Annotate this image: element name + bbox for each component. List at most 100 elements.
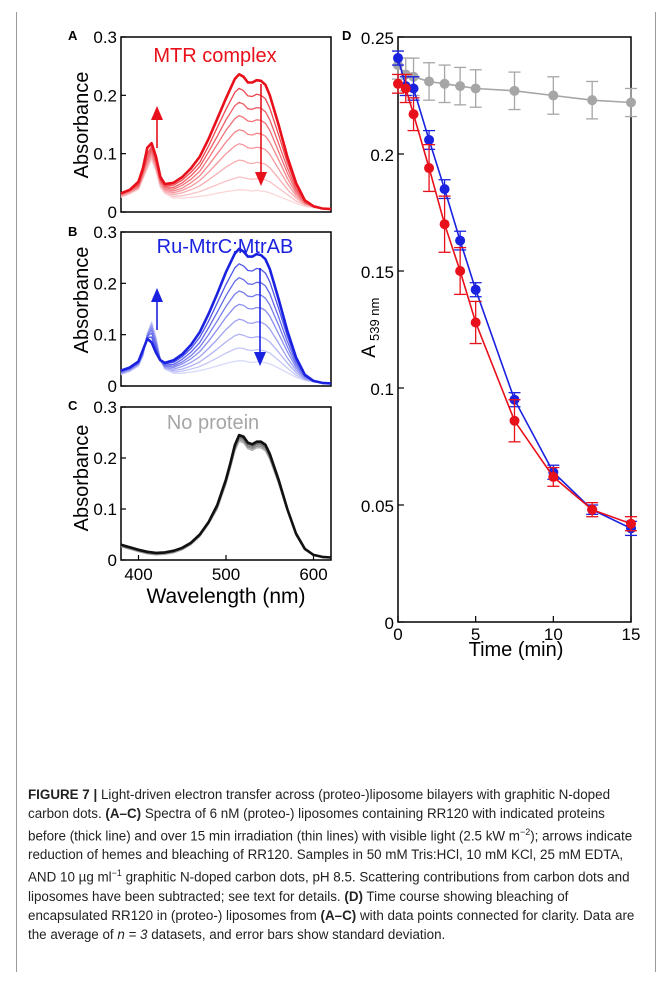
panel-c-title: No protein [167, 412, 259, 434]
panel-b-ytick-label: 0 [108, 377, 117, 396]
panel-a-ytick-label: 0 [108, 203, 117, 222]
panel-d-xlabel: Time (min) [469, 639, 564, 661]
panel-c-ylabel: Absorbance [71, 425, 93, 532]
panel-b-ytick-label: 0.1 [93, 326, 117, 345]
panel-d-data-point [439, 219, 450, 230]
panel-d-data-point [470, 284, 481, 295]
panel-b-spectrum-line [120, 277, 332, 385]
caption-ref-ac-2: (A–C) [320, 907, 357, 923]
panel-d-data-point [470, 83, 481, 94]
panel-a-spectrum-line [120, 101, 332, 210]
panel-a-axes-frame [120, 36, 332, 213]
panel-b-letter: B [68, 224, 77, 239]
panel-d-xtick-label: 5 [471, 625, 480, 644]
panel-a-spectrum-line [120, 129, 332, 210]
panel-d-data-point [439, 78, 450, 89]
panel-b-title: Ru-MtrC:MtrAB [157, 236, 294, 258]
panel-d-ylabel-main: A [359, 345, 380, 358]
panel-c-xtick-label: 400 [124, 565, 152, 584]
panel-d-data-point [626, 97, 636, 108]
panel-d-data-point [408, 83, 419, 94]
caption-superscript-1: −2 [519, 827, 531, 837]
caption-text-1: Spectra of 6 nM (proteo-) liposomes cont… [28, 806, 605, 844]
caption-n-equals: n = 3 [117, 926, 148, 942]
panel-d-data-point [424, 76, 435, 87]
panel-d-ytick-label: 0 [385, 614, 394, 633]
panel-c: C No protein Absorbance 0.3 0.2 0.1 0 400 50… [68, 398, 332, 608]
panel-d-ytick-label: 0.2 [370, 146, 394, 165]
panel-a-title: MTR complex [153, 45, 276, 67]
panel-d-data-point [424, 163, 435, 174]
panel-a-up-arrow [151, 106, 163, 148]
panel-a-letter: A [68, 28, 78, 43]
panel-c-spectrum-line [120, 433, 332, 559]
panel-a-down-arrow [255, 84, 267, 186]
panel-d-ytick-label: 0.05 [361, 497, 394, 516]
panel-d-data-point [393, 53, 403, 64]
panel-b-ytick-label: 0.3 [93, 223, 117, 242]
panel-a-spectrum-line [120, 155, 332, 210]
panel-a-spectrum-line [120, 73, 332, 211]
panel-b-spectrum-line [120, 290, 332, 385]
panel-a-ylabel: Absorbance [71, 72, 93, 179]
panel-d-data-point [455, 81, 466, 92]
panel-b-down-arrow [254, 268, 266, 366]
panel-d-data-point [455, 266, 466, 276]
panel-d-data-point [470, 317, 481, 328]
panel-b-up-arrow [151, 288, 163, 330]
caption-text-4: Time course showing bleaching of encapsu… [28, 888, 569, 923]
panel-d-data-point [393, 78, 403, 89]
panel-d-xtick-label: 0 [393, 625, 402, 644]
panel-d-series-line [397, 57, 632, 530]
panel-d-data-point [587, 504, 598, 515]
panel-d-data-point [548, 90, 559, 101]
panel-d-data-point [408, 109, 419, 120]
panel-a-spectrum-line [120, 157, 332, 210]
panel-d-data-point [439, 184, 450, 195]
panel-b: B Ru-MtrC:MtrAB Absorbance 0.3 0.2 0.1 0 [68, 223, 332, 396]
caption-text-6: datasets, and error bars show standard d… [147, 926, 446, 942]
panel-d-ytick-label: 0.1 [370, 380, 394, 399]
panel-d: D A 539 nm 0.25 0.2 0.15 0.1 0.05 0 0 5 10 15 Ti… [342, 28, 640, 661]
panel-d-xtick-label: 15 [622, 625, 641, 644]
panel-c-xlabel: Wavelength (nm) [146, 585, 305, 608]
panel-c-ytick-label: 0.2 [93, 449, 117, 468]
panel-d-data-point [455, 235, 466, 246]
panel-b-ytick-label: 0.2 [93, 274, 117, 293]
panel-d-axes-frame [397, 36, 632, 623]
caption-label: FIGURE 7 | [28, 787, 98, 802]
panel-b-spectrum-line [120, 247, 332, 385]
panel-a: A MTR complex Absorbance 0.3 0.2 0.1 0 [68, 28, 332, 222]
panel-b-ylabel: Absorbance [71, 247, 93, 354]
caption-intro: Light-driven electron transfer across (p… [28, 787, 611, 821]
panel-c-xtick-label: 600 [299, 565, 327, 584]
panel-a-ytick-label: 0.2 [93, 86, 117, 105]
panel-d-data-point [424, 134, 435, 145]
panel-a-ytick-label: 0.3 [93, 28, 117, 47]
caption-ref-ac: (A–C) [105, 806, 142, 821]
panel-d-ytick-label: 0.15 [361, 263, 394, 282]
panel-d-xtick-label: 10 [544, 625, 563, 644]
caption-text-5: with data points connected for clarity. … [28, 907, 635, 942]
panel-b-spectrum-line [120, 303, 332, 385]
panel-d-data-point [509, 415, 520, 426]
panel-d-data-point [509, 85, 520, 96]
panel-d-ylabel-sub: 539 nm [367, 298, 382, 341]
panel-d-ytick-label: 0.25 [361, 29, 394, 48]
panel-c-ytick-label: 0 [108, 551, 117, 570]
panel-d-data-point [626, 518, 636, 529]
panel-a-ytick-label: 0.1 [93, 145, 117, 164]
caption-superscript-2: −1 [111, 868, 122, 879]
panel-c-ytick-label: 0.3 [93, 398, 117, 417]
panel-d-letter: D [342, 28, 351, 43]
figure-caption: FIGURE 7 | Light-driven electron transfe… [28, 785, 640, 944]
panel-d-data-point [587, 95, 598, 106]
caption-ref-d: (D) [344, 888, 363, 904]
panel-d-data-point [400, 83, 411, 94]
panel-b-spectrum-line [120, 263, 332, 385]
panel-c-ytick-label: 0.1 [93, 500, 117, 519]
panel-c-xtick-label: 500 [212, 565, 240, 584]
caption-text-2: ); arrows indicate reduction of hemes an… [28, 828, 633, 885]
panel-c-letter: C [68, 398, 78, 413]
